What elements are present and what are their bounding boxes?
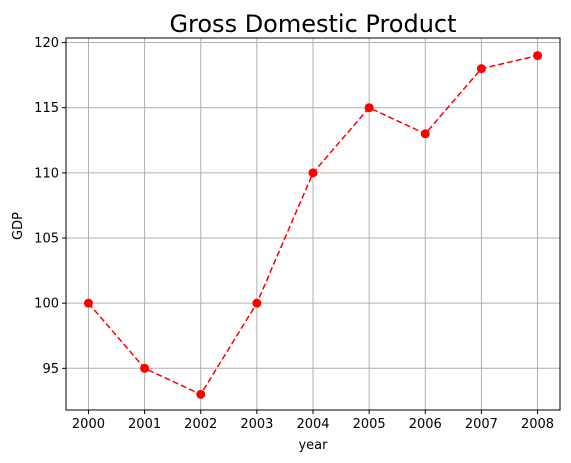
- x-tick-label: 2008: [521, 417, 554, 432]
- chart-title: Gross Domestic Product: [169, 10, 456, 38]
- x-tick-label: 2004: [296, 417, 329, 432]
- data-point: [533, 51, 543, 61]
- data-point: [364, 103, 374, 113]
- data-point: [420, 129, 430, 139]
- data-point: [196, 389, 206, 399]
- y-axis-label: GDP: [11, 212, 26, 240]
- y-tick-label: 100: [34, 297, 59, 312]
- y-tick-label: 95: [42, 362, 59, 377]
- x-tick-label: 2001: [128, 417, 161, 432]
- data-point: [83, 298, 93, 308]
- x-axis-label: year: [298, 438, 328, 453]
- y-tick-label: 115: [34, 101, 59, 116]
- x-tick-label: 2007: [465, 417, 498, 432]
- x-tick-label: 2005: [353, 417, 386, 432]
- data-point: [252, 298, 262, 308]
- x-tick-label: 2002: [184, 417, 217, 432]
- grid: [66, 38, 560, 410]
- data-point: [140, 363, 150, 373]
- x-tick-label: 2000: [72, 417, 105, 432]
- y-axis-ticks: 95 100 105 110 115 120: [34, 36, 66, 377]
- data-point: [308, 168, 318, 178]
- y-tick-label: 110: [34, 166, 59, 181]
- x-tick-label: 2006: [409, 417, 442, 432]
- data-series: [83, 51, 543, 399]
- x-axis-ticks: 2000 2001 2002 2003 2004 2005 2006 2007 2008: [72, 410, 554, 432]
- y-tick-label: 105: [34, 232, 59, 247]
- data-point: [476, 64, 486, 74]
- x-tick-label: 2003: [240, 417, 273, 432]
- y-tick-label: 120: [34, 36, 59, 51]
